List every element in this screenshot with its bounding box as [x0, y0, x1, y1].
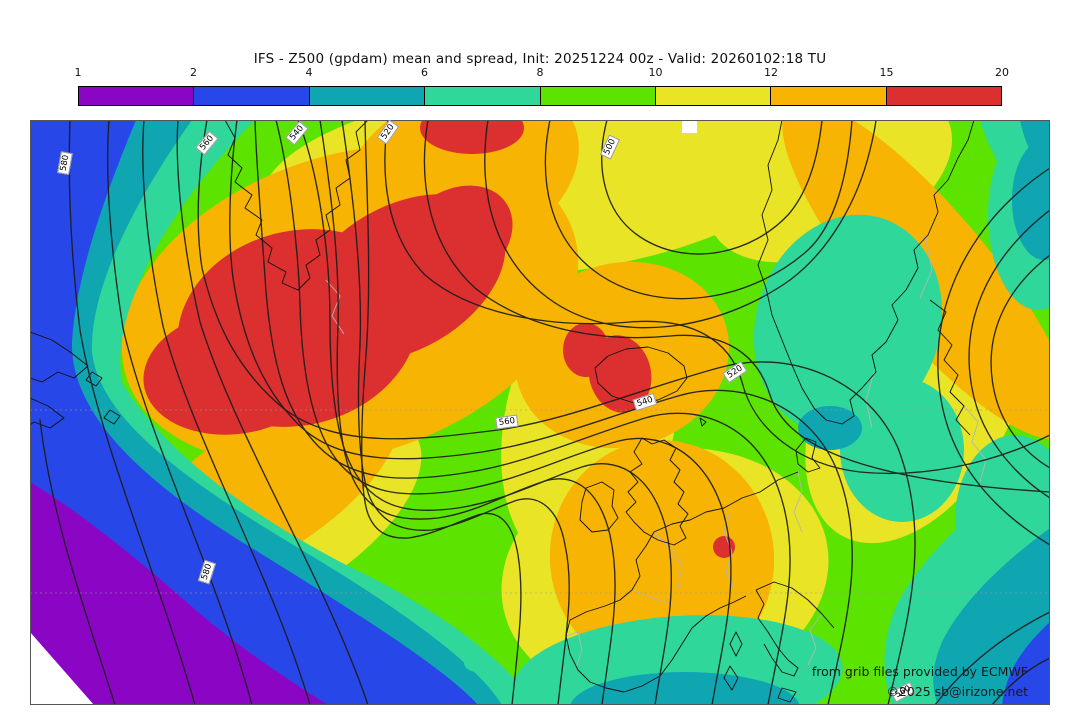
colorbar-tick: 10 — [648, 66, 663, 79]
colorbar-tick: 2 — [190, 66, 197, 79]
map-panel: 580 560 540 520 500 560 540 520 580 560 from grib… — [30, 119, 1050, 705]
colorbar-tick-labels: 1 2 4 6 8 10 12 15 20 — [0, 66, 1080, 80]
country-borders — [325, 211, 987, 669]
attribution-copyright: ©2025 sb@irizone.net — [886, 684, 1028, 699]
graticule-lines — [30, 409, 1050, 594]
colorbar-segment — [771, 87, 887, 105]
colorbar-tick: 20 — [995, 66, 1009, 79]
colorbar-tick: 4 — [305, 66, 313, 79]
colorbar-tick: 8 — [536, 66, 544, 79]
colorbar-tick: 12 — [764, 66, 778, 79]
colorbar-segment — [425, 87, 541, 105]
colorbar-segment — [886, 87, 1001, 105]
weather-map-svg — [30, 120, 1050, 705]
map-border — [30, 120, 1050, 705]
colorbar-tick: 15 — [879, 66, 894, 79]
attribution-source: from grib files provided by ECMWF — [811, 664, 1028, 679]
spread-colorbar — [78, 86, 1002, 106]
colorbar-segment — [194, 87, 310, 105]
page-title: IFS - Z500 (gpdam) mean and spread, Init… — [253, 51, 827, 67]
colorbar-segment — [309, 87, 426, 105]
spread-east-cool-patches — [464, 120, 1050, 705]
colorbar-segment — [655, 87, 772, 105]
colorbar-segment — [79, 87, 195, 105]
coastlines — [30, 120, 975, 703]
colorbar-segment — [540, 87, 656, 105]
colorbar-tick: 1 — [74, 66, 82, 79]
z500-mean-contours — [39, 120, 1050, 705]
colorbar-tick: 6 — [421, 66, 428, 79]
